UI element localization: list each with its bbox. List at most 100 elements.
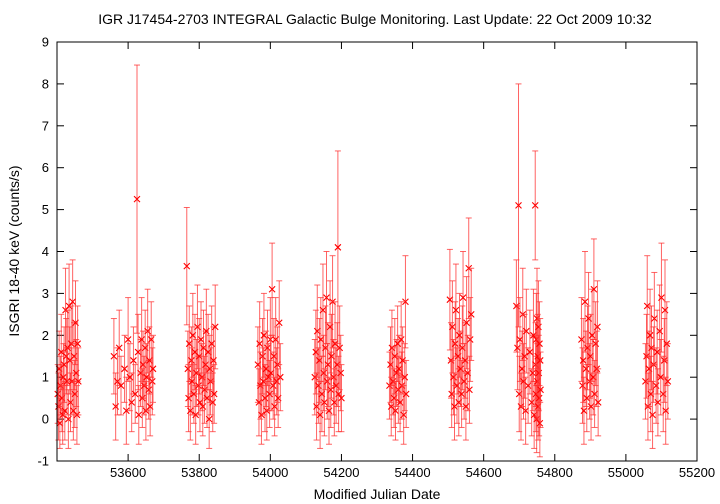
data-point xyxy=(74,347,82,416)
x-marker xyxy=(581,298,589,306)
x-marker xyxy=(466,386,473,394)
x-marker xyxy=(138,336,146,343)
x-marker xyxy=(401,373,409,381)
x-marker xyxy=(128,398,136,406)
data-point xyxy=(138,297,146,382)
y-tick-label: -1 xyxy=(37,454,49,469)
data-point xyxy=(275,280,283,366)
y-tick-label: 1 xyxy=(42,370,49,385)
x-marker xyxy=(467,310,475,318)
x-marker xyxy=(452,306,460,314)
x-marker xyxy=(110,352,118,360)
x-marker xyxy=(115,344,123,352)
x-marker xyxy=(456,331,463,339)
x-marker xyxy=(392,407,399,415)
data-point xyxy=(397,301,405,378)
x-tick-label: 54000 xyxy=(252,465,288,480)
data-point xyxy=(211,284,219,370)
data-point xyxy=(590,238,598,340)
data-point xyxy=(451,301,459,387)
data-point xyxy=(458,359,466,428)
data-point xyxy=(148,347,156,416)
data-point xyxy=(466,297,474,382)
x-marker xyxy=(184,365,192,373)
plot-frame xyxy=(56,41,698,462)
x-marker xyxy=(646,331,654,339)
axis-ticks: -1 0 1 2 3 4 5 6 7 8 9 53600 53800 54000 54200 54400 546… xyxy=(37,35,715,481)
x-marker xyxy=(336,344,344,352)
x-tick-label: 54400 xyxy=(394,465,430,480)
data-point xyxy=(402,359,410,428)
x-marker xyxy=(67,398,74,406)
x-marker xyxy=(582,365,590,373)
data-point xyxy=(260,292,268,378)
x-marker xyxy=(579,382,586,389)
data-point xyxy=(264,309,271,387)
x-marker xyxy=(264,344,271,352)
x-marker xyxy=(149,365,157,373)
x-marker xyxy=(583,394,591,402)
data-point xyxy=(131,364,139,424)
x-marker xyxy=(531,202,539,209)
x-marker xyxy=(451,340,459,348)
y-tick-label: 8 xyxy=(42,76,49,91)
data-point xyxy=(205,389,213,449)
y-axis-label: ISGRI 18-40 keV (counts/s) xyxy=(6,165,22,336)
data-point xyxy=(594,280,601,374)
x-axis-label: Modified Julian Date xyxy=(314,486,441,502)
x-marker xyxy=(654,398,662,406)
x-marker xyxy=(69,298,77,306)
x-marker xyxy=(276,373,284,381)
data-point xyxy=(526,309,534,395)
data-point xyxy=(392,380,399,441)
x-marker xyxy=(188,357,195,364)
data-point xyxy=(276,343,284,412)
data-point xyxy=(133,64,141,334)
x-marker xyxy=(334,243,342,251)
x-marker xyxy=(594,323,601,331)
data-point xyxy=(130,326,137,395)
data-point xyxy=(536,301,543,387)
data-point xyxy=(649,380,656,449)
x-marker xyxy=(121,365,128,373)
x-marker xyxy=(643,302,651,310)
x-marker xyxy=(327,386,335,394)
x-tick-label: 54200 xyxy=(323,465,359,480)
x-marker xyxy=(209,398,217,406)
data-point xyxy=(184,330,192,408)
x-tick-label: 55200 xyxy=(679,465,715,480)
data-point xyxy=(266,297,274,382)
x-marker xyxy=(649,411,656,419)
x-marker xyxy=(145,386,153,394)
x-marker xyxy=(133,195,141,203)
data-point xyxy=(531,150,539,261)
x-marker xyxy=(522,327,530,335)
data-point xyxy=(463,276,470,370)
data-point xyxy=(320,368,328,437)
data-point xyxy=(582,330,590,408)
x-tick-label: 54800 xyxy=(537,465,573,480)
y-tick-label: 0 xyxy=(42,412,49,427)
data-point xyxy=(579,318,587,403)
x-marker xyxy=(205,415,213,423)
x-marker xyxy=(131,390,139,398)
x-marker xyxy=(397,336,405,343)
x-marker xyxy=(537,386,544,394)
data-point xyxy=(202,288,210,374)
chart-title: IGR J17454-2703 INTEGRAL Galactic Bulge … xyxy=(98,11,652,27)
data-point xyxy=(209,372,217,433)
data-point xyxy=(69,259,77,345)
y-tick-label: 7 xyxy=(42,118,49,133)
x-marker xyxy=(594,398,602,406)
x-marker xyxy=(211,323,219,331)
x-marker xyxy=(135,411,143,419)
x-tick-label: 54600 xyxy=(466,465,502,480)
x-marker xyxy=(183,262,191,270)
data-point xyxy=(128,372,136,433)
x-marker xyxy=(526,348,534,356)
x-marker xyxy=(275,319,283,327)
x-marker xyxy=(266,390,274,398)
x-marker xyxy=(74,340,82,348)
x-marker xyxy=(338,394,345,402)
